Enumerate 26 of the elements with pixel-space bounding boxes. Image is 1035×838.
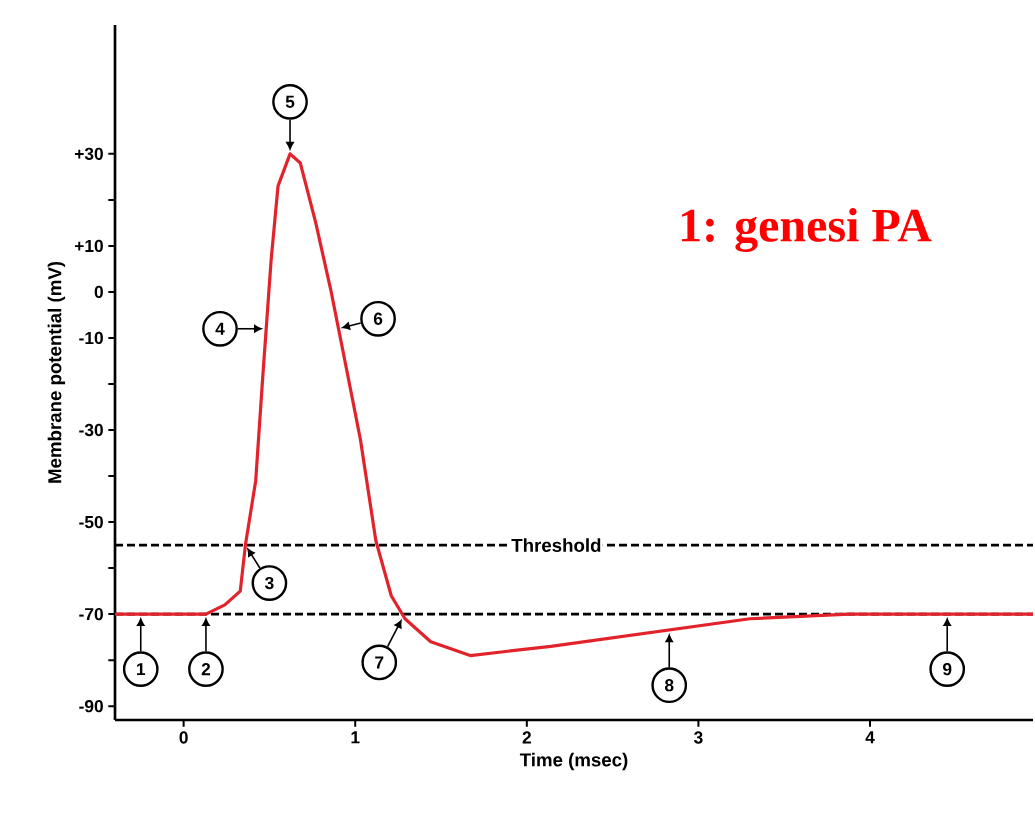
y-tick-label: -90 bbox=[79, 700, 103, 713]
annotation: 5 bbox=[285, 95, 295, 108]
y-tick-label: -70 bbox=[79, 607, 103, 621]
annotation: 9 bbox=[942, 662, 952, 676]
annotation: 2 bbox=[201, 663, 211, 676]
y-tick-label: -50 bbox=[79, 515, 103, 529]
y-tick-label: -30 bbox=[79, 423, 103, 437]
annotation: 4 bbox=[215, 322, 225, 335]
y-tick-label: -10 bbox=[79, 331, 103, 345]
x-tick-label: 3 bbox=[693, 731, 703, 744]
annotation: 8 bbox=[664, 679, 674, 692]
y-tick-label: +10 bbox=[74, 239, 103, 253]
x-tick-label: 1 bbox=[351, 731, 360, 744]
x-tick-label: 2 bbox=[522, 731, 531, 744]
annotation: 1: genesi PA bbox=[681, 208, 932, 252]
x-axis-title: Time (msec) bbox=[519, 752, 628, 771]
y-axis-title: Membrane potential (mV) bbox=[47, 261, 66, 483]
x-tick-label: 4 bbox=[865, 731, 875, 744]
annotation: 7 bbox=[375, 656, 384, 669]
annotation: 6 bbox=[373, 312, 383, 325]
annotation: 1 bbox=[137, 663, 146, 676]
y-tick-label: 0 bbox=[94, 285, 103, 299]
ref-line-label: Threshold bbox=[511, 538, 601, 552]
x-tick-label: 0 bbox=[179, 731, 188, 744]
y-tick-label: +30 bbox=[74, 147, 103, 160]
annotation: 3 bbox=[264, 576, 274, 590]
